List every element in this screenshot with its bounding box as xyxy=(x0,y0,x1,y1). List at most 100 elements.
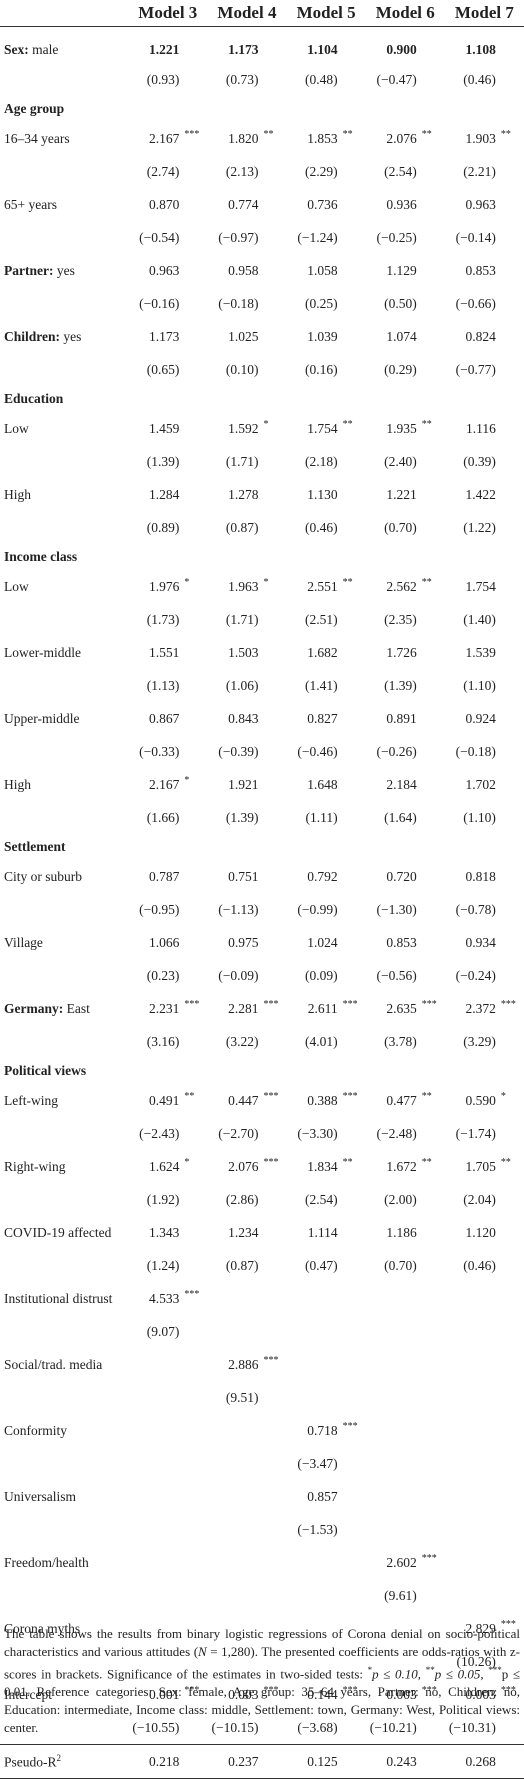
significance-stars: *** xyxy=(342,1685,358,1696)
coefficient: 1.129 xyxy=(386,262,417,278)
row-label xyxy=(0,669,128,702)
significance-stars: ** xyxy=(421,577,432,588)
row-label xyxy=(0,735,128,768)
row-label: Children: yes xyxy=(0,320,128,353)
z-score: (−0.47) xyxy=(376,71,417,87)
significance-stars xyxy=(341,221,366,254)
z-score xyxy=(128,1513,182,1546)
coefficient-row: 16–34 years 2.167 *** 1.820 ** 1.853 ** 2.076 **… xyxy=(0,122,524,155)
significance-stars xyxy=(499,320,524,353)
significance-stars xyxy=(341,287,366,320)
significance-stars xyxy=(499,860,524,893)
significance-stars xyxy=(420,801,445,834)
significance-stars xyxy=(182,669,207,702)
significance-stars xyxy=(341,353,366,386)
significance-stars xyxy=(341,926,366,959)
coefficient: 1.173 xyxy=(228,42,259,57)
coefficient: 0.857 xyxy=(307,1488,338,1504)
table-header: Model 3 Model 4 Model 5 Model 6 Model 7 xyxy=(0,0,524,27)
significance-stars xyxy=(420,735,445,768)
significance-stars xyxy=(420,636,445,669)
row-label: Institutional distrust xyxy=(4,1290,113,1306)
z-score: (2.74) xyxy=(146,163,180,179)
significance-stars: ** xyxy=(421,419,432,430)
row-label xyxy=(0,603,128,636)
significance-stars xyxy=(261,1249,286,1282)
coefficient: 0.718 xyxy=(307,1422,338,1438)
significance-stars xyxy=(182,188,207,221)
z-score: (−0.77) xyxy=(455,361,496,377)
coefficient: 1.025 xyxy=(228,328,259,344)
coefficient-row: Upper-middle 0.867 0.843 0.827 0.891 0.924 xyxy=(0,702,524,735)
significance-stars xyxy=(420,893,445,926)
z-score: (0.50) xyxy=(384,295,417,311)
significance-stars xyxy=(182,221,207,254)
z-score: (−0.26) xyxy=(376,743,417,759)
significance-stars xyxy=(499,1480,524,1513)
coefficient: 2.231 xyxy=(148,1000,180,1016)
variable-name: Germany: xyxy=(4,1000,64,1016)
header-model: Model 7 xyxy=(454,3,514,22)
significance-stars xyxy=(499,959,524,992)
z-score: (−3.30) xyxy=(297,1125,338,1141)
coefficient: 1.682 xyxy=(307,644,338,660)
significance-stars xyxy=(341,320,366,353)
coefficient: 1.921 xyxy=(228,776,259,792)
section-row: Education xyxy=(0,386,524,412)
z-score: (1.66) xyxy=(146,809,180,825)
note-text: The table shows the results from binary … xyxy=(4,1626,520,1659)
significance-stars xyxy=(341,1579,366,1612)
coefficient: 1.024 xyxy=(307,934,338,950)
significance-stars xyxy=(499,1348,524,1381)
significance-stars xyxy=(182,412,207,445)
z-score xyxy=(128,1579,182,1612)
zscore-row: (0.89) (0.87) (0.46) (0.70) (1.22) xyxy=(0,511,524,544)
zscore-row: (1.39) (1.71) (2.18) (2.40) (0.39) xyxy=(0,445,524,478)
coefficient: 0.720 xyxy=(386,868,417,884)
significance-stars xyxy=(261,1183,286,1216)
coefficient: 0.144 xyxy=(307,1686,338,1702)
z-score: (−1.53) xyxy=(297,1521,338,1537)
significance-stars xyxy=(420,1117,445,1150)
significance-stars: ** xyxy=(263,129,274,140)
row-label xyxy=(0,801,128,834)
row-label: City or suburb xyxy=(4,868,83,884)
coefficient: 0.003 xyxy=(386,1686,417,1702)
coefficient: 2.611 xyxy=(307,1000,338,1016)
coefficient: 1.539 xyxy=(465,644,496,660)
coefficient: 0.751 xyxy=(228,868,259,884)
significance-stars xyxy=(420,1745,445,1779)
z-score: (2.51) xyxy=(304,611,338,627)
significance-stars: ** xyxy=(421,129,432,140)
coefficient: 2.886 xyxy=(228,1356,259,1372)
significance-stars xyxy=(499,1381,524,1414)
significance-stars: ** xyxy=(342,577,353,588)
significance-stars xyxy=(499,669,524,702)
significance-stars xyxy=(420,1381,445,1414)
section-row: Income class xyxy=(0,544,524,570)
significance-stars xyxy=(420,1315,445,1348)
significance-stars xyxy=(182,1381,207,1414)
significance-stars xyxy=(341,1249,366,1282)
section-row: Political views xyxy=(0,1058,524,1084)
significance-stars xyxy=(261,1117,286,1150)
coefficient: 1.114 xyxy=(307,1224,338,1240)
significance-stars xyxy=(499,445,524,478)
variable-level: East xyxy=(63,1000,90,1016)
coefficient xyxy=(207,1282,261,1315)
z-score: (1.10) xyxy=(463,677,496,693)
section-heading: Education xyxy=(4,391,64,406)
zscore-row: (−2.43) (−2.70) (−3.30) (−2.48) (−1.74) xyxy=(0,1117,524,1150)
significance-stars xyxy=(341,511,366,544)
zscore-row: (1.13) (1.06) (1.41) (1.39) (1.10) xyxy=(0,669,524,702)
coefficient-row: Village 1.066 0.975 1.024 0.853 0.934 xyxy=(0,926,524,959)
z-score: (3.78) xyxy=(384,1033,417,1049)
coefficient xyxy=(128,1348,182,1381)
coefficient: 1.834 xyxy=(307,1158,338,1174)
significance-stars xyxy=(499,768,524,801)
significance-stars xyxy=(182,926,207,959)
coefficient: 2.635 xyxy=(386,1000,417,1016)
significance-stars xyxy=(182,1745,207,1779)
row-label: Pseudo-R2 xyxy=(0,1745,128,1779)
significance-stars xyxy=(261,768,286,801)
